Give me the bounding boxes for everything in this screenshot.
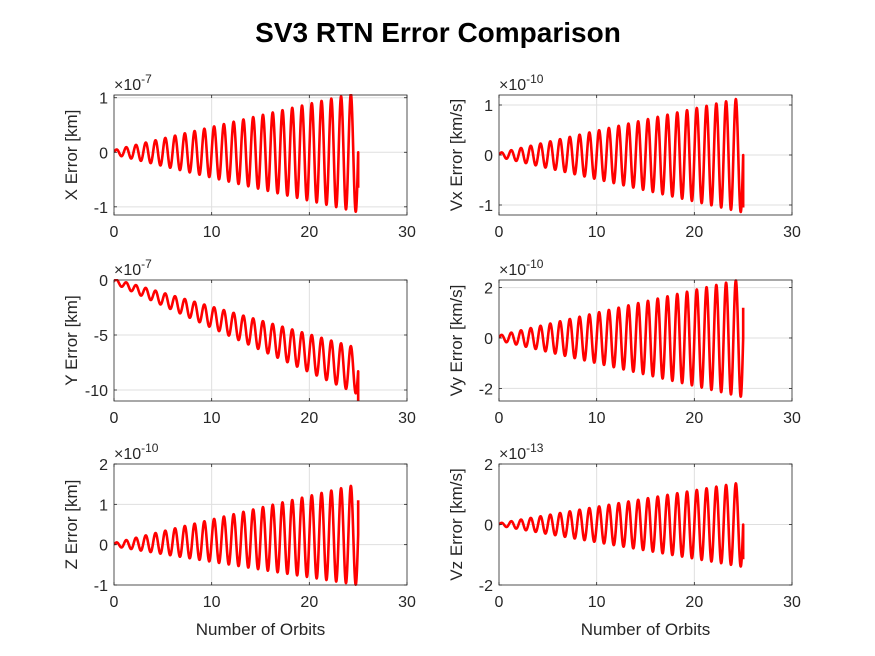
exponent-power: -7 bbox=[141, 72, 152, 86]
x-tick-label: 10 bbox=[588, 410, 606, 427]
y-axis-label: Z Error [km] bbox=[62, 480, 81, 570]
x-tick-label: 20 bbox=[300, 594, 318, 611]
x-tick-label: 0 bbox=[495, 224, 504, 241]
x-tick-label: 0 bbox=[110, 410, 119, 427]
y-tick-label: 0 bbox=[99, 273, 108, 290]
x-axis-label: Number of Orbits bbox=[581, 620, 710, 639]
y-tick-label: -1 bbox=[479, 198, 493, 215]
x-tick-label: 30 bbox=[398, 594, 416, 611]
y-tick-label: 2 bbox=[484, 281, 493, 298]
x-tick-label: 0 bbox=[495, 594, 504, 611]
y-axis-label: Vx Error [km/s] bbox=[447, 99, 466, 211]
y-tick-label: 2 bbox=[99, 457, 108, 474]
y-tick-label: 1 bbox=[99, 497, 108, 514]
series-line-1 bbox=[114, 94, 360, 213]
exponent-base: ×10 bbox=[114, 262, 141, 279]
exponent-base: ×10 bbox=[499, 77, 526, 94]
series-line-1 bbox=[114, 279, 360, 401]
x-tick-label: 10 bbox=[203, 410, 221, 427]
subplot-grid: 0 10 20 30-101×10-7X Error [km]0 10 20 30-101×… bbox=[62, 72, 801, 639]
x-tick-label: 0 bbox=[495, 410, 504, 427]
axis-exponent-label: ×10-10 bbox=[499, 72, 544, 94]
x-tick-label: 20 bbox=[685, 410, 703, 427]
x-axis-label: Number of Orbits bbox=[196, 620, 325, 639]
y-tick-label: 0 bbox=[484, 148, 493, 165]
axis-exponent-label: ×10-7 bbox=[114, 72, 152, 94]
y-tick-label: -2 bbox=[479, 381, 493, 398]
exponent-power: -7 bbox=[141, 257, 152, 271]
x-tick-label: 10 bbox=[203, 224, 221, 241]
y-tick-label: 1 bbox=[484, 98, 493, 115]
x-tick-label: 30 bbox=[783, 594, 801, 611]
axes-box bbox=[113, 279, 408, 402]
axes-box bbox=[113, 463, 408, 586]
axis-exponent-label: ×10-7 bbox=[114, 257, 152, 279]
y-axis-label: Vz Error [km/s] bbox=[447, 468, 466, 580]
y-tick-label: 0 bbox=[99, 538, 108, 555]
series-line-1 bbox=[499, 482, 745, 568]
exponent-base: ×10 bbox=[499, 446, 526, 463]
y-tick-label: -1 bbox=[94, 578, 108, 595]
y-tick-label: -5 bbox=[94, 328, 108, 345]
x-tick-label: 20 bbox=[300, 224, 318, 241]
exponent-power: -13 bbox=[526, 441, 544, 455]
axes-box bbox=[113, 94, 408, 216]
exponent-power: -10 bbox=[526, 72, 544, 86]
y-axis-label: Vy Error [km/s] bbox=[447, 285, 466, 397]
x-tick-label: 20 bbox=[685, 224, 703, 241]
figure-title: SV3 RTN Error Comparison bbox=[255, 17, 621, 48]
series-line-1 bbox=[114, 484, 360, 586]
x-tick-label: 20 bbox=[300, 410, 318, 427]
x-tick-label: 30 bbox=[783, 224, 801, 241]
axis-exponent-label: ×10-13 bbox=[499, 441, 544, 463]
exponent-power: -10 bbox=[526, 257, 544, 271]
exponent-power: -10 bbox=[141, 441, 159, 455]
axes-box bbox=[498, 279, 793, 402]
subplot-1: 0 10 20 30-101×10-7X Error [km] bbox=[62, 72, 416, 241]
exponent-base: ×10 bbox=[499, 262, 526, 279]
y-tick-label: -2 bbox=[479, 578, 493, 595]
axis-exponent-label: ×10-10 bbox=[499, 257, 544, 279]
y-axis-label: Y Error [km] bbox=[62, 295, 81, 385]
x-tick-label: 10 bbox=[203, 594, 221, 611]
x-tick-label: 10 bbox=[588, 594, 606, 611]
axis-exponent-label: ×10-10 bbox=[114, 441, 159, 463]
y-tick-label: 0 bbox=[484, 331, 493, 348]
exponent-base: ×10 bbox=[114, 446, 141, 463]
y-axis-label: X Error [km] bbox=[62, 110, 81, 201]
x-tick-label: 30 bbox=[398, 410, 416, 427]
y-tick-label: -10 bbox=[85, 383, 108, 400]
x-tick-label: 10 bbox=[588, 224, 606, 241]
x-tick-label: 0 bbox=[110, 224, 119, 241]
x-tick-label: 20 bbox=[685, 594, 703, 611]
series-line-1 bbox=[499, 97, 745, 214]
y-tick-label: 1 bbox=[99, 91, 108, 108]
y-tick-label: 2 bbox=[484, 457, 493, 474]
exponent-base: ×10 bbox=[114, 77, 141, 94]
x-tick-label: 0 bbox=[110, 594, 119, 611]
y-tick-label: 0 bbox=[484, 518, 493, 535]
x-tick-label: 30 bbox=[398, 224, 416, 241]
subplot-3: 0 10 20 30 -10 -5 0 ×10-7 Y Error [km] bbox=[62, 257, 416, 427]
x-tick-label: 30 bbox=[783, 410, 801, 427]
y-tick-label: -1 bbox=[94, 200, 108, 217]
y-tick-label: 0 bbox=[99, 145, 108, 162]
series-line-1 bbox=[499, 279, 745, 398]
